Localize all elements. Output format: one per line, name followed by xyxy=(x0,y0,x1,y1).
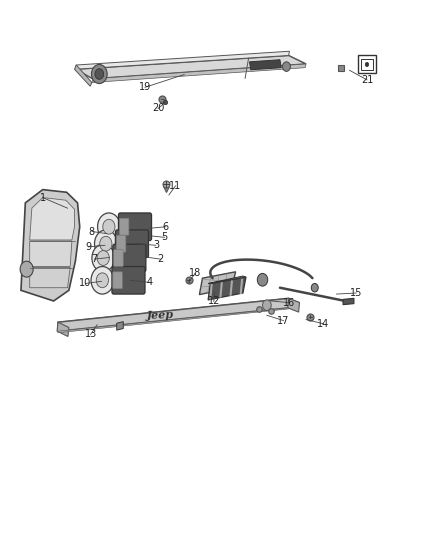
Circle shape xyxy=(311,284,318,292)
Circle shape xyxy=(103,219,115,234)
FancyBboxPatch shape xyxy=(113,244,146,272)
FancyBboxPatch shape xyxy=(112,266,145,294)
Text: 6: 6 xyxy=(163,222,169,232)
Text: 16: 16 xyxy=(283,297,295,308)
Polygon shape xyxy=(21,190,80,301)
Circle shape xyxy=(262,300,271,311)
Circle shape xyxy=(95,69,104,79)
Circle shape xyxy=(257,273,268,286)
Polygon shape xyxy=(288,298,300,312)
Text: 5: 5 xyxy=(162,232,168,243)
Polygon shape xyxy=(58,298,300,327)
Polygon shape xyxy=(75,51,290,69)
Text: 7: 7 xyxy=(92,254,98,264)
Circle shape xyxy=(283,62,290,71)
FancyBboxPatch shape xyxy=(114,249,123,266)
Text: 13: 13 xyxy=(85,329,97,340)
Circle shape xyxy=(98,213,120,240)
Circle shape xyxy=(100,236,112,251)
Polygon shape xyxy=(208,277,246,300)
Circle shape xyxy=(20,261,33,277)
Polygon shape xyxy=(58,298,289,331)
Text: 20: 20 xyxy=(152,103,164,114)
Polygon shape xyxy=(30,241,72,266)
FancyBboxPatch shape xyxy=(113,272,122,289)
Text: 19: 19 xyxy=(139,82,151,92)
Circle shape xyxy=(95,230,117,257)
Text: 21: 21 xyxy=(361,75,373,85)
Text: 14: 14 xyxy=(317,319,329,329)
Circle shape xyxy=(92,64,107,84)
Polygon shape xyxy=(92,64,306,83)
Circle shape xyxy=(97,251,110,265)
Polygon shape xyxy=(250,60,281,70)
Polygon shape xyxy=(57,322,69,336)
Polygon shape xyxy=(30,198,74,240)
FancyBboxPatch shape xyxy=(116,230,148,257)
FancyBboxPatch shape xyxy=(118,213,152,240)
Text: 11: 11 xyxy=(170,181,182,191)
Polygon shape xyxy=(74,65,92,86)
Text: 15: 15 xyxy=(350,288,362,298)
Text: 10: 10 xyxy=(79,278,92,288)
Polygon shape xyxy=(117,321,123,330)
Text: 9: 9 xyxy=(85,242,92,252)
Circle shape xyxy=(96,273,109,288)
Text: 17: 17 xyxy=(277,316,290,326)
Bar xyxy=(358,55,376,74)
Text: 18: 18 xyxy=(189,269,201,278)
Text: 3: 3 xyxy=(153,240,159,251)
Text: 8: 8 xyxy=(89,227,95,237)
Polygon shape xyxy=(30,268,70,288)
FancyBboxPatch shape xyxy=(119,218,129,235)
Polygon shape xyxy=(75,55,306,79)
Polygon shape xyxy=(199,272,236,295)
FancyBboxPatch shape xyxy=(116,235,126,252)
Circle shape xyxy=(91,266,114,294)
Text: 1: 1 xyxy=(40,192,46,203)
Text: Jeep: Jeep xyxy=(146,309,174,321)
Polygon shape xyxy=(208,276,246,284)
Bar xyxy=(361,59,373,70)
Circle shape xyxy=(365,62,369,67)
Text: 4: 4 xyxy=(146,277,152,287)
Text: 2: 2 xyxy=(157,254,163,264)
Polygon shape xyxy=(343,298,354,305)
Text: 12: 12 xyxy=(208,296,220,306)
Polygon shape xyxy=(58,308,289,333)
Circle shape xyxy=(92,244,115,272)
